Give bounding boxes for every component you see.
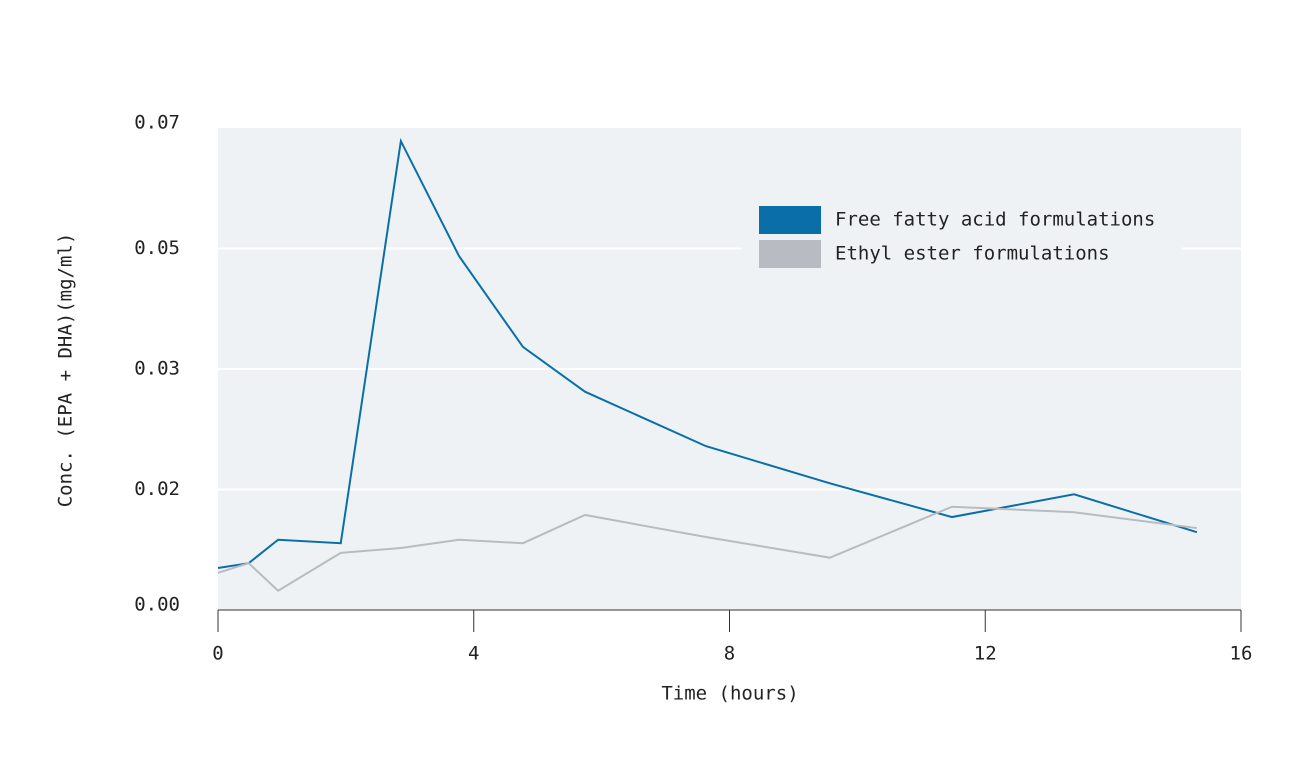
legend-label: Free fatty acid formulations [835,209,1155,231]
x-tick-label: 12 [974,643,997,665]
x-tick-label: 16 [1230,643,1253,665]
y-axis-label: Conc. (EPA + DHA)(mg/ml) [55,233,77,508]
legend-swatch [759,240,821,268]
legend-label: Ethyl ester formulations [835,243,1110,265]
y-tick-label: 0.00 [134,594,180,616]
y-tick-label: 0.07 [134,112,180,134]
series-line [217,505,1198,592]
x-tick-label: 0 [212,643,223,665]
series-line [217,137,1198,569]
x-axis-label: Time (hours) [661,683,798,705]
legend-swatch [759,206,821,234]
y-tick-label: 0.03 [134,358,180,380]
y-tick-label: 0.02 [134,478,180,500]
x-tick-label: 4 [468,643,479,665]
y-tick-label: 0.05 [134,237,180,259]
x-tick-label: 8 [724,643,735,665]
